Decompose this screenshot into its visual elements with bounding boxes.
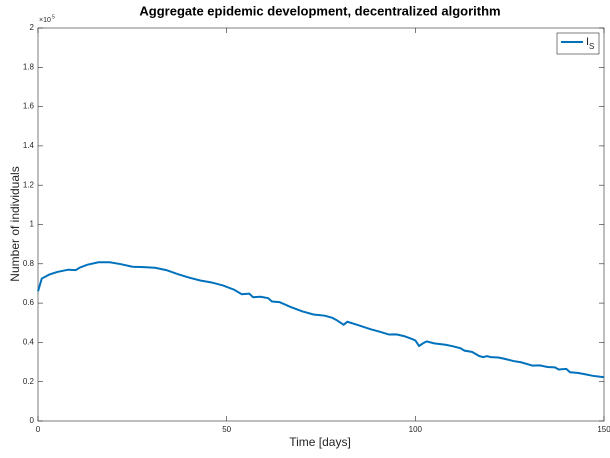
y-tick-label: 1: [30, 220, 35, 229]
x-axis-label: Time [days]: [289, 435, 351, 449]
y-tick-label: 0.2: [23, 377, 35, 386]
y-multiplier-exponent: 5: [52, 14, 55, 20]
x-tick-label: 0: [36, 425, 41, 434]
plot-area: [37, 27, 605, 422]
y-tick-label: 0.4: [23, 338, 35, 347]
legend-box: [556, 32, 600, 55]
y-tick-label: 1.2: [23, 180, 35, 189]
x-tick-label: 100: [409, 425, 423, 434]
y-tick-label: 0.8: [23, 259, 35, 268]
x-tick-label: 150: [597, 425, 610, 434]
legend-label-subscript: S: [589, 42, 594, 51]
y-tick-label: 1.4: [23, 141, 35, 150]
x-tick-label: 50: [222, 425, 231, 434]
data-line: [37, 261, 605, 379]
y-tick-label: 0: [30, 416, 35, 425]
chart-title: Aggregate epidemic development, decentra…: [139, 3, 500, 18]
y-tick-label: 1.8: [23, 62, 35, 71]
y-axis-label: Number of individuals: [8, 166, 22, 281]
legend-label: I: [586, 36, 589, 48]
y-tick-label: 0.6: [23, 298, 35, 307]
y-tick-label: 2: [30, 23, 35, 32]
y-tick-label: 1.6: [23, 102, 35, 111]
y-multiplier: ×10: [39, 17, 51, 24]
